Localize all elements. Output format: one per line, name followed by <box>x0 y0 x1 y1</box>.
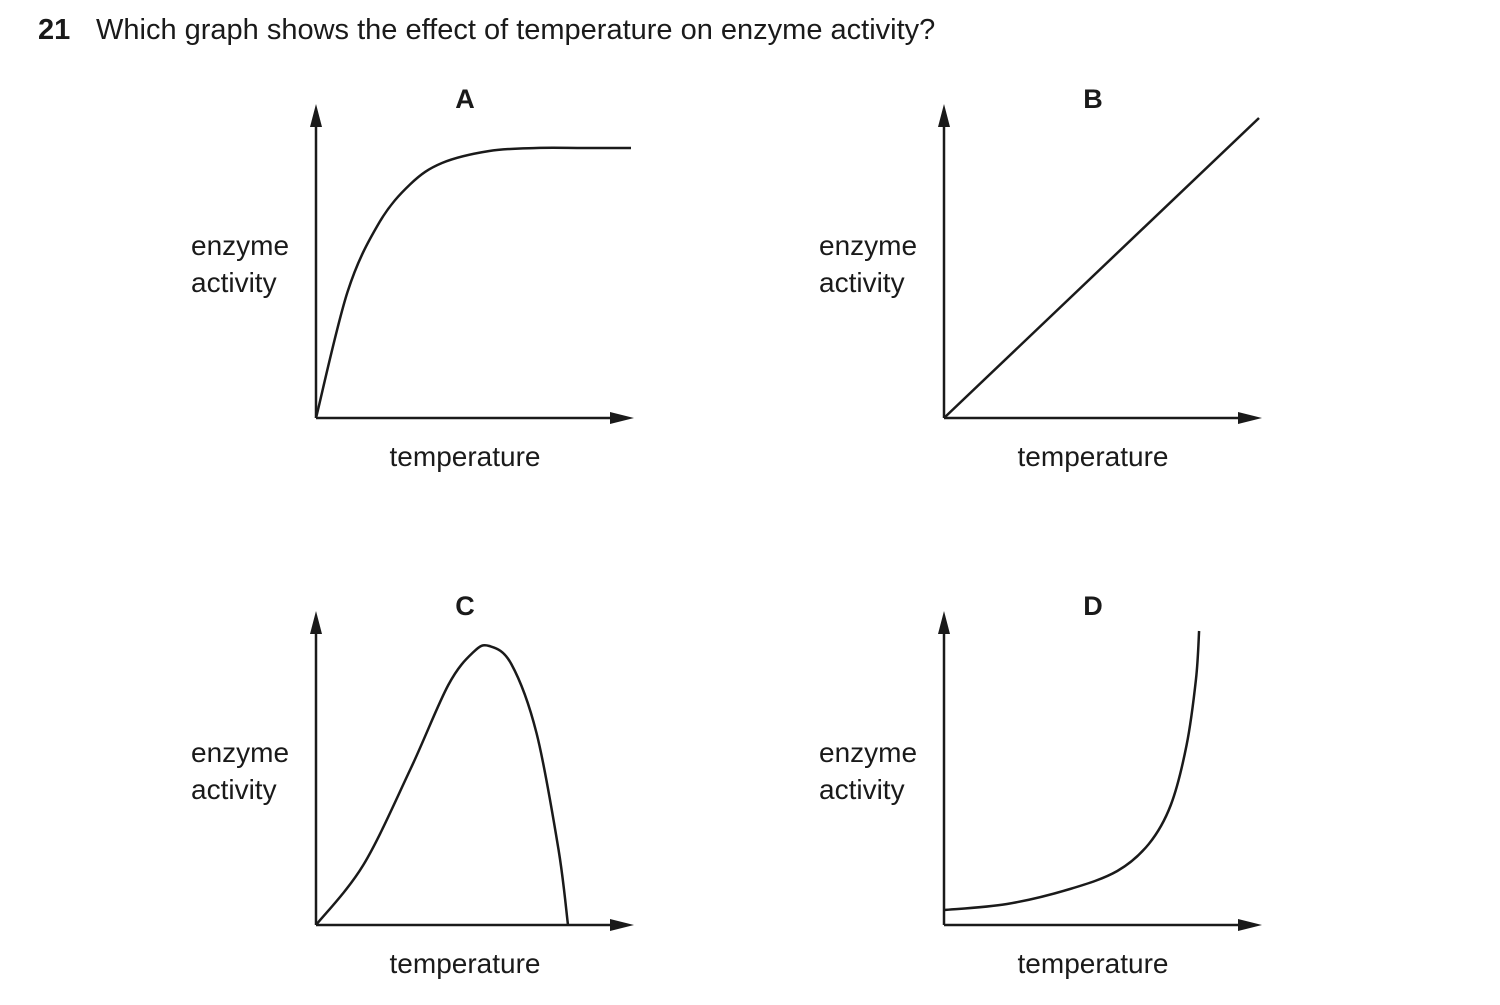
question-number: 21 <box>38 14 71 46</box>
y-axis-label-a: enzyme activity <box>191 227 289 301</box>
y-axis-label-line2: activity <box>191 774 277 805</box>
y-axis-label-line2: activity <box>191 267 277 298</box>
panel-label-a: A <box>455 84 475 114</box>
question: 21 Which graph shows the effect of temper… <box>38 12 935 48</box>
x-axis-label-a: temperature <box>389 441 541 472</box>
x-axis-arrow <box>610 412 634 424</box>
x-axis-label-b: temperature <box>1017 441 1169 472</box>
graph-c <box>310 611 634 931</box>
y-axis-label-d: enzyme activity <box>819 734 917 808</box>
x-axis-arrow <box>1238 919 1262 931</box>
graph-panel-c: C enzyme activity temperature <box>180 585 700 1005</box>
graph-panel-b: B enzyme activity temperature <box>808 78 1328 498</box>
curve-d <box>943 630 1201 912</box>
y-axis-label-line2: activity <box>819 774 905 805</box>
curve-c <box>315 643 570 926</box>
graph-b <box>938 104 1262 424</box>
y-axis-arrow <box>938 611 950 634</box>
y-axis-label-line2: activity <box>819 267 905 298</box>
y-axis-label-line1: enzyme <box>191 230 290 261</box>
graph-panel-d: D enzyme activity temperature <box>808 585 1328 1005</box>
x-axis-arrow <box>1238 412 1262 424</box>
y-axis-arrow <box>310 611 322 634</box>
graph-d <box>938 611 1262 931</box>
panel-label-d: D <box>1083 591 1103 621</box>
panel-label-c: C <box>455 591 475 621</box>
y-axis-arrow <box>310 104 322 127</box>
y-axis-label-c: enzyme activity <box>191 734 289 808</box>
x-axis-arrow <box>610 919 634 931</box>
curve-b <box>943 117 1260 419</box>
x-axis-label-c: temperature <box>389 948 541 979</box>
graph-a <box>310 104 634 424</box>
x-axis-label-d: temperature <box>1017 948 1169 979</box>
y-axis-label-b: enzyme activity <box>819 227 917 301</box>
graph-panel-a: A enzyme activity temperature <box>180 78 700 498</box>
question-text: Which graph shows the effect of temperat… <box>96 14 936 46</box>
curve-a <box>314 146 631 419</box>
y-axis-arrow <box>938 104 950 127</box>
y-axis-label-line1: enzyme <box>191 737 290 768</box>
y-axis-label-line1: enzyme <box>819 230 918 261</box>
panel-label-b: B <box>1083 84 1103 114</box>
y-axis-label-line1: enzyme <box>819 737 918 768</box>
